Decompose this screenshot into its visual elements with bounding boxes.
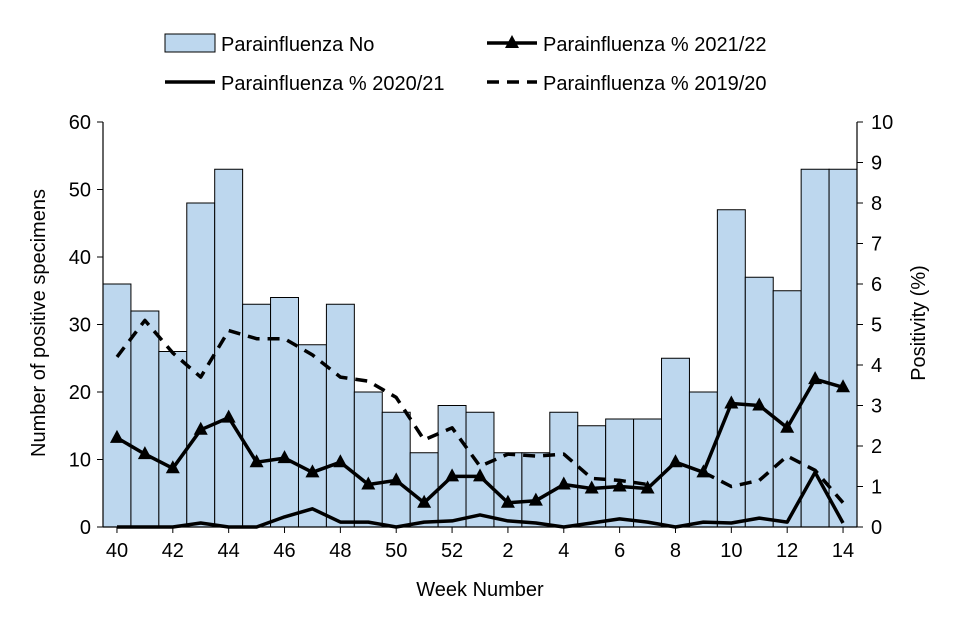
x-tick-label: 8 [670,540,681,562]
bar [270,297,299,528]
x-tick-label: 42 [162,540,184,562]
y-tick-label: 30 [69,315,91,337]
series-marker-2021-22 [445,468,460,482]
bar [214,168,244,528]
legend-label-2019-20: Parainfluenza % 2019/20 [543,73,767,95]
series-marker-2021-22 [361,476,376,490]
bar [828,168,858,528]
x-tick-label: 40 [106,540,128,562]
bar [577,425,607,528]
bar [158,351,188,528]
series-marker-2021-22 [305,464,320,478]
bar [353,391,383,528]
y-tick-label: 40 [69,247,91,269]
bar [549,411,579,528]
bar [242,303,272,528]
series-marker-2021-22 [500,494,515,508]
x-tick-label: 50 [385,540,407,562]
series-marker-2021-22 [584,480,599,494]
bar [716,209,746,528]
y-tick-label: 50 [69,180,91,202]
y2-tick-label: 8 [871,193,882,215]
y-tick-label: 10 [69,450,91,472]
y-tick-label: 20 [69,382,91,404]
series-marker-2021-22 [724,395,739,409]
series-marker-2021-22 [333,454,348,468]
series-marker-2021-22 [528,492,543,506]
legend-marker-2021-22 [505,35,519,48]
bar [186,202,216,528]
bar [493,452,523,528]
bar [102,283,132,528]
legend: Parainfluenza No Parainfluenza % 2021/22… [164,33,767,95]
bar [800,168,830,528]
y2-tick-label: 10 [871,112,893,134]
series-marker-2021-22 [696,464,711,478]
series-marker-2021-22 [752,397,767,411]
series-marker-2021-22 [277,450,292,464]
series-marker-2021-22 [640,480,655,494]
series-marker-2021-22 [165,460,180,474]
y2-axis-title: Positivity (%) [908,265,930,381]
legend-swatch-bars [164,33,216,53]
x-tick-label: 14 [832,540,854,562]
series-marker-2021-22 [473,468,487,482]
bar [381,411,411,528]
series-marker-2021-22 [668,454,683,468]
bar [688,391,718,528]
series-marker-2021-22 [836,379,851,393]
bar [633,418,663,528]
y2-tick-label: 0 [871,517,882,539]
series-marker-2021-22 [612,478,627,492]
series-marker-2021-22 [109,429,124,443]
series-marker-2021-22 [389,472,404,486]
legend-label-2020-21: Parainfluenza % 2020/21 [221,73,445,95]
bar [325,303,355,528]
x-tick-label: 10 [720,540,742,562]
y-tick-label: 0 [80,517,91,539]
series-marker-2021-22 [137,446,152,460]
x-tick-label: 6 [614,540,625,562]
x-tick-label: 46 [273,540,295,562]
bar [744,276,774,528]
bar [605,418,635,528]
bar [437,405,467,528]
x-tick-label: 48 [329,540,351,562]
y2-tick-label: 4 [871,355,882,377]
series-marker-2021-22 [249,454,264,468]
bar [661,357,690,528]
series-marker-2021-22 [808,371,823,385]
y2-tick-label: 7 [871,234,882,256]
legend-label-bars: Parainfluenza No [221,34,374,56]
plot-area [102,168,858,529]
y-axis-title: Number of positive specimens [28,189,50,457]
series-marker-2021-22 [221,409,236,423]
y2-tick-label: 9 [871,153,882,175]
series-marker-2021-22 [556,476,571,490]
y-tick-label: 60 [69,112,91,134]
y2-tick-label: 1 [871,477,882,499]
x-tick-label: 2 [502,540,513,562]
bar [521,452,551,528]
series-marker-2021-22 [193,421,208,435]
series-line-2019-20 [115,318,648,487]
series-line-2019-20 [702,454,845,504]
y2-tick-label: 5 [871,315,882,337]
x-axis-title: Week Number [416,579,544,601]
x-tick-label: 52 [441,540,463,562]
y2-tick-label: 2 [871,436,882,458]
x-tick-label: 12 [776,540,798,562]
legend-label-2021-22: Parainfluenza % 2021/22 [543,34,767,56]
bar [130,310,160,528]
x-tick-label: 44 [218,540,240,562]
bar [297,344,327,528]
y2-tick-label: 3 [871,396,882,418]
y2-tick-label: 6 [871,274,882,296]
series-marker-2021-22 [417,494,432,508]
x-tick-label: 4 [558,540,569,562]
series-marker-2021-22 [780,419,795,433]
bar [409,452,439,528]
